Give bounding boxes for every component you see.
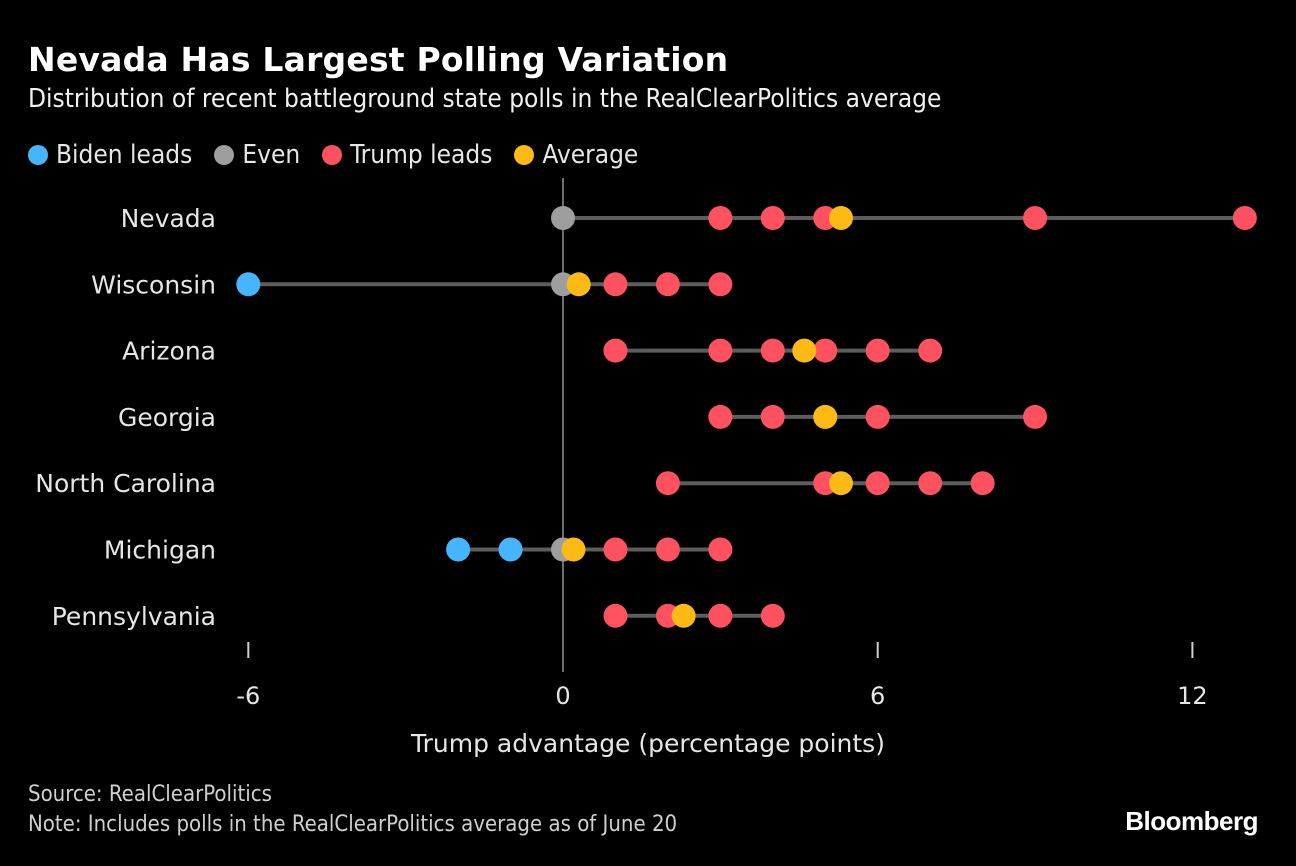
legend-item-trump: Trump leads — [322, 140, 492, 170]
poll-dot-trump — [603, 338, 628, 363]
legend-label-biden: Biden leads — [56, 140, 193, 170]
poll-dot-trump — [918, 471, 943, 496]
poll-dot-trump — [708, 338, 733, 363]
state-label: Nevada — [121, 204, 216, 233]
state-label: Arizona — [122, 337, 216, 366]
poll-dot-trump — [603, 537, 628, 562]
poll-dot-trump — [708, 272, 733, 297]
poll-dot-trump — [760, 603, 785, 628]
legend-item-average: Average — [514, 140, 638, 170]
legend-swatch-even — [214, 145, 235, 165]
state-label: Michigan — [104, 536, 216, 565]
poll-dot-trump — [655, 471, 680, 496]
poll-dot-trump — [865, 471, 890, 496]
average-dot — [566, 272, 591, 297]
bloomberg-logo: Bloomberg — [1125, 806, 1258, 836]
legend: Biden leads Even Trump leads Average — [28, 140, 660, 170]
average-dot — [792, 338, 817, 363]
footnote: Note: Includes polls in the RealClearPol… — [28, 812, 678, 837]
poll-dot-trump — [865, 404, 890, 429]
average-dot — [813, 404, 838, 429]
poll-dot-trump — [760, 338, 785, 363]
average-dot — [828, 206, 853, 230]
legend-item-even: Even — [214, 140, 300, 170]
poll-dot-trump — [708, 537, 733, 562]
poll-dot-trump — [760, 404, 785, 429]
legend-swatch-biden — [28, 145, 48, 165]
legend-swatch-trump — [322, 145, 343, 165]
poll-dot-trump — [655, 272, 680, 297]
legend-label-average: Average — [542, 140, 639, 170]
poll-dot-trump — [918, 338, 943, 363]
source-note: Source: RealClearPolitics — [28, 782, 272, 807]
poll-dot-trump — [708, 206, 733, 230]
poll-dot-biden — [236, 272, 261, 297]
poll-dot-trump — [970, 471, 995, 496]
poll-dot-biden — [498, 537, 523, 562]
poll-dot-trump — [603, 272, 628, 297]
chart-subtitle: Distribution of recent battleground stat… — [28, 84, 942, 114]
x-tick-label: 12 — [1177, 682, 1208, 710]
legend-label-even: Even — [242, 140, 301, 170]
legend-label-trump: Trump leads — [350, 140, 493, 170]
poll-dot-trump — [708, 404, 733, 429]
poll-dot-trump — [865, 338, 890, 363]
poll-dot-trump — [1232, 206, 1257, 230]
poll-dot-trump — [1023, 404, 1048, 429]
legend-swatch-average — [514, 145, 535, 165]
poll-dot-trump — [760, 206, 785, 230]
state-label: Wisconsin — [91, 270, 216, 299]
state-label: Pennsylvania — [52, 602, 216, 631]
state-label: Georgia — [118, 403, 216, 432]
average-dot — [828, 471, 853, 496]
poll-dot-biden — [446, 537, 471, 562]
state-label: North Carolina — [35, 469, 216, 498]
x-tick-label: -6 — [236, 682, 260, 710]
legend-item-biden: Biden leads — [28, 140, 192, 170]
x-tick-label: 6 — [870, 682, 885, 710]
x-tick-label: 0 — [555, 682, 570, 710]
poll-dot-trump — [708, 603, 733, 628]
poll-dot-trump — [603, 603, 628, 628]
poll-dot-trump — [655, 537, 680, 562]
poll-dot-trump — [1023, 206, 1048, 230]
average-dot — [561, 537, 586, 562]
average-dot — [671, 603, 696, 628]
poll-dot-even — [551, 206, 575, 230]
x-axis-label: Trump advantage (percentage points) — [410, 729, 885, 758]
chart-title: Nevada Has Largest Polling Variation — [28, 40, 729, 79]
poll-dot-trump — [813, 338, 838, 363]
